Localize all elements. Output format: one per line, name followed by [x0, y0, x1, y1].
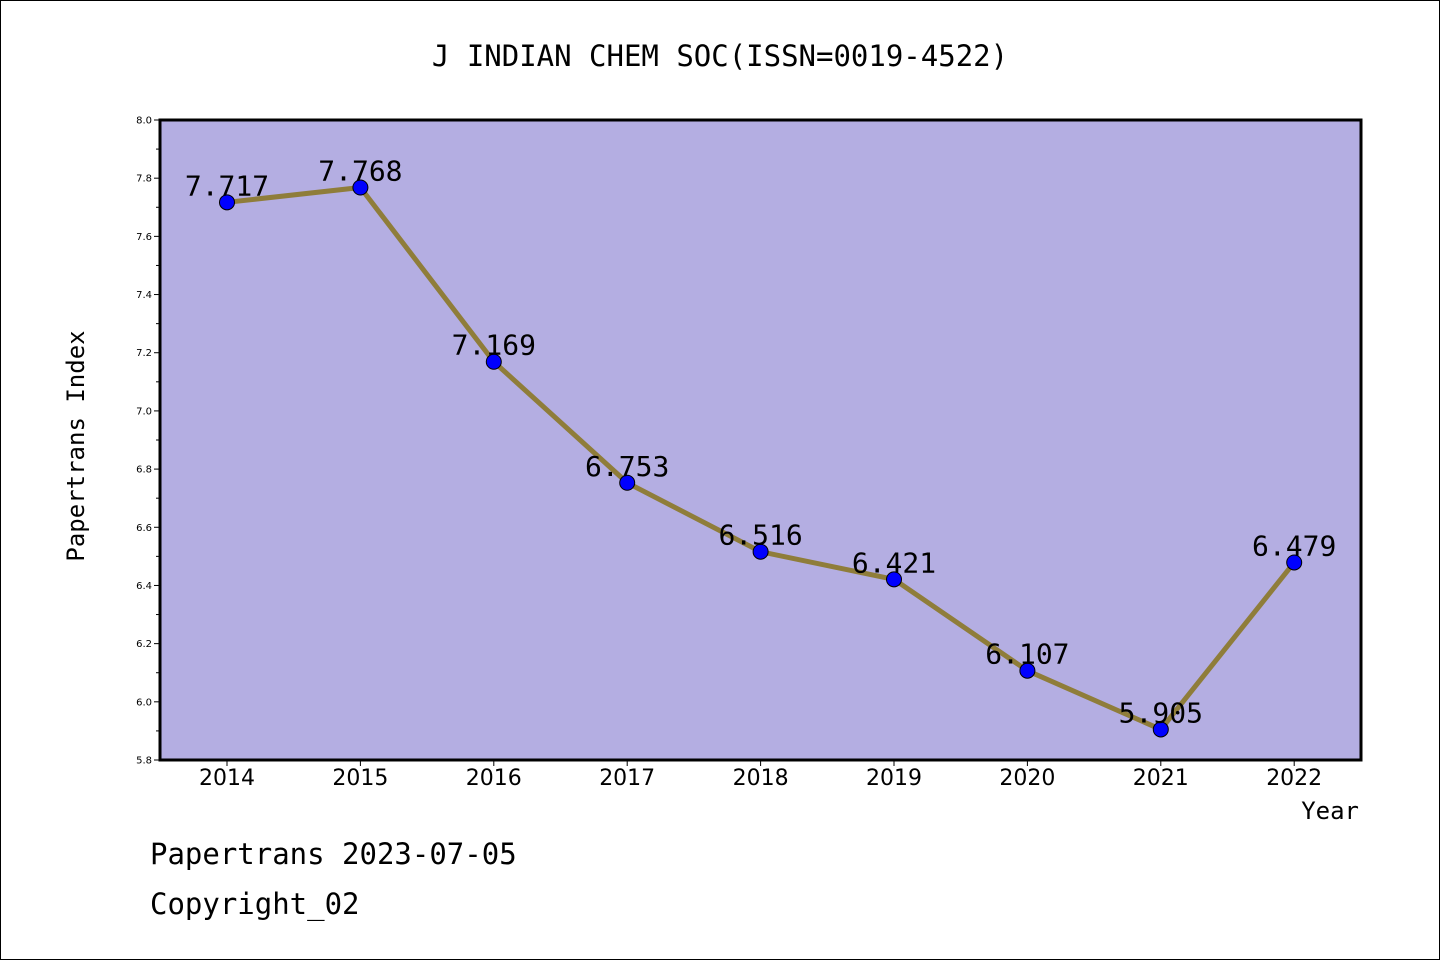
x-tick-label: 2020: [999, 766, 1055, 791]
x-tick-label: 2014: [199, 766, 255, 791]
y-tick-label: 6.6: [136, 523, 152, 534]
data-label: 7.717: [185, 169, 269, 202]
y-tick-label: 7.0: [136, 406, 152, 417]
y-tick-label: 7.6: [136, 232, 152, 243]
x-tick-label: 2015: [332, 766, 388, 791]
x-axis: 2014 2015 2016 2017 2018 2019 2020 2021 2022: [199, 760, 1322, 791]
chart-title: J INDIAN CHEM SOC(ISSN=0019-4522): [432, 39, 1008, 73]
data-labels: 7.717 7.768 7.169 6.753 6.516 6.421 6.107 5.905…: [185, 154, 1336, 729]
plot-area: [160, 120, 1361, 760]
data-label: 6.479: [1252, 529, 1336, 562]
data-label: 7.169: [452, 329, 536, 362]
footer-copyright: Copyright_02: [150, 887, 360, 922]
data-point: [219, 194, 235, 211]
data-point: [352, 179, 369, 196]
data-point: [752, 543, 769, 560]
data-label: 6.753: [585, 450, 669, 483]
x-tick-label: 2016: [466, 766, 522, 791]
data-label: 6.421: [852, 546, 936, 579]
x-axis-label: Year: [1301, 797, 1359, 825]
y-tick-label: 7.4: [136, 290, 152, 301]
y-tick-label: 7.2: [136, 348, 152, 359]
data-point: [1286, 554, 1303, 571]
data-label: 5.905: [1119, 696, 1203, 729]
data-point: [886, 571, 902, 588]
y-tick-label: 7.8: [136, 174, 152, 185]
series-markers: [219, 179, 1303, 738]
y-tick-label: 8.0: [136, 116, 152, 127]
x-tick-label: 2021: [1133, 766, 1189, 791]
data-point: [1019, 662, 1036, 679]
data-point: [619, 474, 636, 491]
x-tick-label: 2017: [599, 766, 655, 791]
plot-border: [158, 118, 1363, 762]
data-label: 6.107: [985, 638, 1069, 671]
y-tick-label: 6.8: [136, 465, 152, 476]
x-tick-label: 2019: [866, 766, 922, 791]
data-point: [1152, 721, 1169, 738]
footer-date: Papertrans 2023-07-05: [150, 837, 517, 871]
y-tick-label: 5.8: [136, 756, 152, 767]
y-axis: 5.8 6.0 6.2 6.4 6.6 6.8 7.0 7.2 7.4 7.6 7.8 8.0: [136, 116, 160, 767]
y-tick-label: 6.0: [136, 697, 152, 708]
data-label: 7.768: [318, 154, 402, 187]
y-tick-label: 6.2: [136, 639, 152, 650]
x-tick-label: 2018: [733, 766, 789, 791]
x-tick-label: 2022: [1266, 766, 1322, 791]
y-tick-label: 6.4: [136, 581, 152, 592]
y-axis-label: Papertrans Index: [62, 330, 90, 561]
data-label: 6.516: [718, 519, 802, 552]
data-point: [485, 353, 502, 370]
